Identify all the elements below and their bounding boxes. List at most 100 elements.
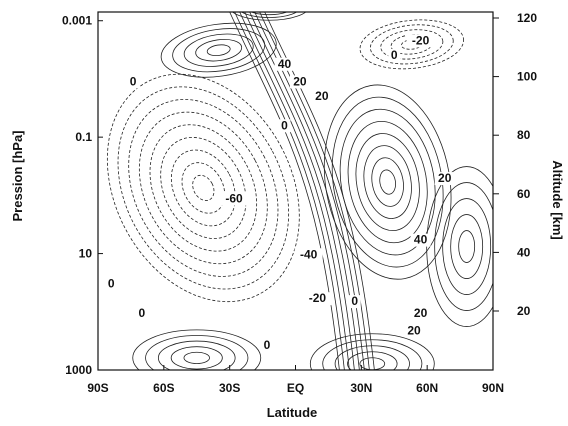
- contour-line: [195, 39, 243, 62]
- contour-line: [240, 12, 298, 18]
- contour-line: [170, 346, 223, 370]
- contour-label: 0: [108, 277, 115, 291]
- left-tick-label: 10: [79, 247, 93, 261]
- right-tick-label: 60: [517, 187, 531, 201]
- right-tick-label: 80: [517, 128, 531, 142]
- contour-line: [261, 3, 277, 9]
- contour-line: [334, 345, 410, 370]
- left-tick-label: 1000: [65, 363, 92, 377]
- contour-label-bg: [404, 324, 424, 338]
- contour-label-bg: [278, 119, 291, 133]
- contour-line: [264, 12, 275, 13]
- left-tick-label: 0.1: [75, 130, 92, 144]
- contour-label-bg: [410, 306, 431, 320]
- contour-line: [234, 12, 345, 370]
- x-axis: 90S 60S 30S EQ 30N 60N 90N: [87, 365, 504, 395]
- right-tick-label: 20: [517, 304, 531, 318]
- contour-line: [426, 166, 493, 327]
- contour-line: [363, 145, 412, 219]
- contour-label: 0: [264, 338, 271, 352]
- contour-line: [323, 84, 452, 280]
- contour-line: [355, 133, 420, 232]
- contour-label-bg: [105, 277, 118, 291]
- contour-line: [309, 333, 435, 370]
- contour-line: [371, 157, 404, 207]
- x-tick-label: 90S: [87, 381, 108, 395]
- contour-label: 40: [278, 57, 292, 71]
- contour-label-bg: [388, 49, 401, 63]
- contour-label: 0: [391, 48, 398, 62]
- contour-label: 40: [414, 233, 428, 247]
- contour-label: 0: [130, 74, 137, 88]
- contour-line: [149, 124, 258, 252]
- contour-label: 0: [351, 294, 358, 308]
- x-axis-title: Latitude: [267, 405, 318, 420]
- contour-line: [138, 111, 268, 265]
- contour-line: [183, 351, 210, 364]
- contour-line: [132, 329, 262, 370]
- contour-label: 20: [438, 171, 452, 185]
- contour-line: [244, 12, 355, 370]
- right-tick-label: 100: [517, 70, 537, 84]
- contour-line: [181, 162, 226, 214]
- contour-label: -20: [412, 33, 430, 47]
- left-tick-label: 0.001: [62, 14, 92, 28]
- right-tick-label: 120: [517, 11, 537, 25]
- contour-label-bg: [220, 192, 249, 206]
- contour-line: [239, 12, 350, 370]
- contour-label-bg: [410, 233, 431, 247]
- contour-line: [434, 182, 493, 311]
- contour-line: [347, 120, 428, 244]
- contour-line: [192, 174, 215, 201]
- contour-label: -60: [225, 192, 243, 206]
- right-axis-title: Altitude [km]: [550, 160, 565, 239]
- contour-line: [145, 335, 249, 370]
- contour-line: [206, 44, 231, 57]
- contour-line: [106, 73, 300, 303]
- contour-line: [339, 108, 436, 256]
- contour-label: 0: [139, 306, 146, 320]
- contour-line: [380, 29, 444, 60]
- contour-line: [183, 33, 254, 67]
- contour-label-bg: [274, 57, 295, 71]
- contour-label-bg: [260, 339, 273, 353]
- x-tick-label: 30N: [350, 381, 372, 395]
- contour-line: [157, 340, 236, 370]
- contour-line: [369, 24, 454, 65]
- contour-line: [450, 214, 484, 279]
- contour-label-bg: [135, 306, 148, 320]
- contour-label-bg: [434, 172, 455, 186]
- contour-line: [117, 86, 290, 290]
- contour-line: [379, 169, 396, 195]
- right-tick-label: 40: [517, 245, 531, 259]
- contour-line: [232, 12, 307, 21]
- contour-label-bg: [303, 292, 332, 306]
- contour-line: [442, 198, 492, 295]
- x-tick-label: 60S: [153, 381, 174, 395]
- contour-line: [160, 22, 277, 78]
- contour-label: 20: [414, 306, 428, 320]
- x-tick-label: EQ: [287, 381, 304, 395]
- contour-label-bg: [289, 75, 310, 89]
- contour-lines: [106, 3, 493, 370]
- x-tick-label: 30S: [219, 381, 240, 395]
- contour-line: [359, 19, 464, 70]
- right-axis: 20 40 60 80 100 120: [493, 11, 537, 318]
- contour-label-bg: [406, 34, 435, 48]
- contour-label: 20: [315, 89, 329, 103]
- contour-label: 20: [407, 323, 421, 337]
- contour-label-bg: [348, 295, 361, 309]
- plot-frame: [97, 11, 494, 371]
- contour-label: 0: [281, 118, 288, 132]
- contour-label-bg: [127, 75, 140, 89]
- contour-label: -40: [300, 247, 318, 261]
- contour-line: [458, 230, 476, 263]
- contour-line: [250, 12, 288, 16]
- contour-label: -20: [309, 291, 327, 305]
- x-tick-label: 60N: [416, 381, 438, 395]
- contour-label: 20: [293, 74, 307, 88]
- contour-line: [170, 149, 236, 227]
- contour-line: [160, 136, 247, 239]
- contour-line: [322, 339, 423, 370]
- contour-label-bg: [311, 90, 332, 104]
